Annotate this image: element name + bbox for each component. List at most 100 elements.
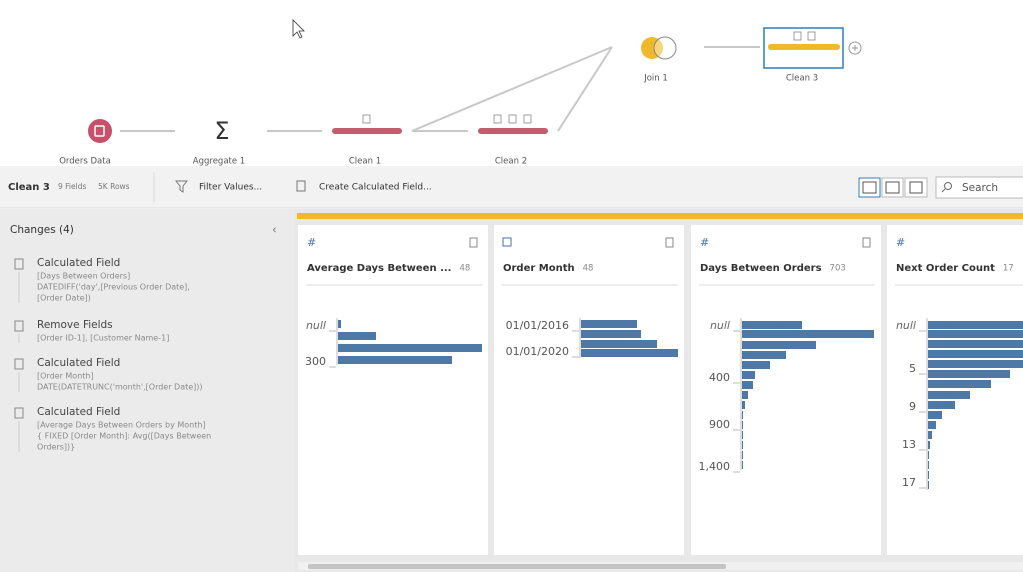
histogram-bar[interactable] (928, 340, 1023, 348)
profile-card: # Average Days Between ... 48 null 300 (298, 225, 488, 555)
histogram-bar[interactable] (928, 330, 1023, 338)
card-menu-icon[interactable] (469, 237, 478, 248)
change-item: Calculated Field [Days Between Orders] DAT… (14, 257, 190, 303)
axis-label: 17 (902, 476, 916, 489)
change-title: Calculated Field (37, 257, 120, 269)
change-title: Calculated Field (37, 357, 120, 369)
toolbar (0, 166, 1023, 208)
node-clean-3[interactable]: Clean 3 (763, 27, 844, 84)
change-item: Calculated Field [Order Month] DATE(DATETR… (14, 357, 203, 392)
distinct-count: 703 (830, 264, 846, 274)
distinct-count: 17 (1003, 264, 1014, 274)
histogram-bar[interactable] (928, 421, 936, 429)
histogram-bar[interactable] (928, 431, 932, 439)
histogram-bar[interactable] (338, 332, 376, 340)
node-clean-1[interactable]: Clean 1 (332, 114, 402, 167)
histogram-bar[interactable] (928, 321, 1023, 329)
histogram-bar[interactable] (742, 341, 816, 349)
field-name: Next Order Count (896, 263, 995, 274)
axis-label: 400 (709, 371, 730, 384)
profile-card: # Days Between Orders 703 null 400 900 1,400 (691, 225, 881, 555)
change-detail: [Order ID-1], [Customer Name-1] (37, 334, 169, 343)
axis-label: 1,400 (699, 460, 731, 473)
histogram-bar[interactable] (928, 401, 955, 409)
collapse-button[interactable]: ‹ (272, 223, 277, 237)
histogram-bar[interactable] (742, 371, 755, 379)
profile-cards: # Average Days Between ... 48 null 300 Order … (298, 225, 1023, 555)
scrollbar-thumb[interactable] (308, 564, 726, 569)
search-box[interactable]: Search (935, 176, 1023, 199)
histogram-bar[interactable] (928, 461, 929, 469)
node-orders-data[interactable]: Orders Data (59, 119, 112, 167)
histogram-bar[interactable] (928, 441, 930, 449)
mouse-cursor (292, 19, 305, 39)
histogram-bar[interactable] (742, 351, 786, 359)
histogram-bar[interactable] (742, 381, 753, 389)
axis-label: 13 (902, 438, 916, 451)
histogram-bar[interactable] (742, 330, 874, 338)
field-name: Order Month (503, 263, 575, 274)
histogram-bar[interactable] (928, 380, 991, 388)
card-menu-icon[interactable] (665, 237, 674, 248)
node-label: Clean 1 (349, 157, 381, 167)
histogram-bar[interactable] (742, 431, 743, 439)
histogram-bar[interactable] (581, 330, 641, 338)
histogram-bar[interactable] (742, 461, 743, 469)
histogram-bar[interactable] (742, 321, 802, 329)
histogram-bar[interactable] (742, 401, 745, 409)
histogram-bar[interactable] (928, 360, 1023, 368)
change-detail: DATEDIFF('day',[Previous Order Date], (37, 283, 190, 292)
histogram-bar[interactable] (338, 320, 341, 328)
histogram-bar[interactable] (338, 356, 452, 364)
changes-list: Calculated Field [Days Between Orders] DAT… (14, 257, 211, 452)
row-count: 5K Rows (98, 182, 130, 191)
changes-title: Changes (4) (10, 224, 74, 236)
change-item: Calculated Field [Average Days Between Or… (14, 406, 211, 452)
histogram-bar[interactable] (581, 340, 657, 348)
view-toggle[interactable] (858, 177, 928, 198)
histogram-bar[interactable] (581, 349, 678, 357)
node-clean-2[interactable]: Clean 2 (478, 114, 548, 167)
histogram-bar[interactable] (338, 344, 482, 352)
node-aggregate[interactable]: Σ Aggregate 1 (193, 117, 245, 167)
node-join[interactable]: Join 1 (641, 36, 677, 84)
card-background (298, 225, 488, 555)
change-icon (14, 358, 24, 370)
change-detail: [Average Days Between Orders by Month] (37, 421, 206, 430)
histogram-bar[interactable] (928, 370, 1010, 378)
histogram-bar[interactable] (928, 481, 929, 489)
card-background (887, 225, 1023, 555)
card-menu-icon[interactable] (862, 237, 871, 248)
axis-label: 01/01/2016 (506, 319, 569, 332)
histogram-bar[interactable] (928, 471, 929, 479)
field-name: Average Days Between ... (307, 263, 451, 274)
histogram-bar[interactable] (742, 421, 743, 429)
button-label: Create Calculated Field... (319, 183, 432, 193)
flow-connectors (120, 46, 760, 132)
distinct-count: 48 (459, 264, 470, 274)
histogram-bar[interactable] (742, 441, 743, 449)
histogram-bar[interactable] (742, 391, 748, 399)
step-color-strip (297, 213, 1023, 219)
histogram-bar[interactable] (742, 451, 743, 459)
histogram-bar[interactable] (742, 411, 743, 419)
histogram-bar[interactable] (928, 350, 1023, 358)
change-icon (14, 258, 24, 270)
filter-values-button[interactable]: Filter Values... (174, 180, 262, 193)
histogram-bar[interactable] (742, 361, 770, 369)
change-detail: [Days Between Orders] (37, 272, 130, 281)
histogram-bar[interactable] (928, 451, 929, 459)
histogram-bar[interactable] (928, 411, 942, 419)
card-background (691, 225, 881, 555)
change-detail: Orders])} (37, 443, 75, 452)
distinct-count: 48 (583, 264, 594, 274)
change-detail: { FIXED [Order Month]: Avg([Days Between (37, 432, 211, 441)
create-calculated-field-button[interactable]: Create Calculated Field... (296, 180, 432, 193)
histogram-bar[interactable] (581, 320, 637, 328)
search-placeholder: Search (962, 182, 998, 194)
histogram-bar[interactable] (928, 391, 970, 399)
add-step-button[interactable] (848, 41, 862, 55)
field-name: Days Between Orders (700, 263, 822, 274)
node-label: Join 1 (643, 74, 668, 84)
